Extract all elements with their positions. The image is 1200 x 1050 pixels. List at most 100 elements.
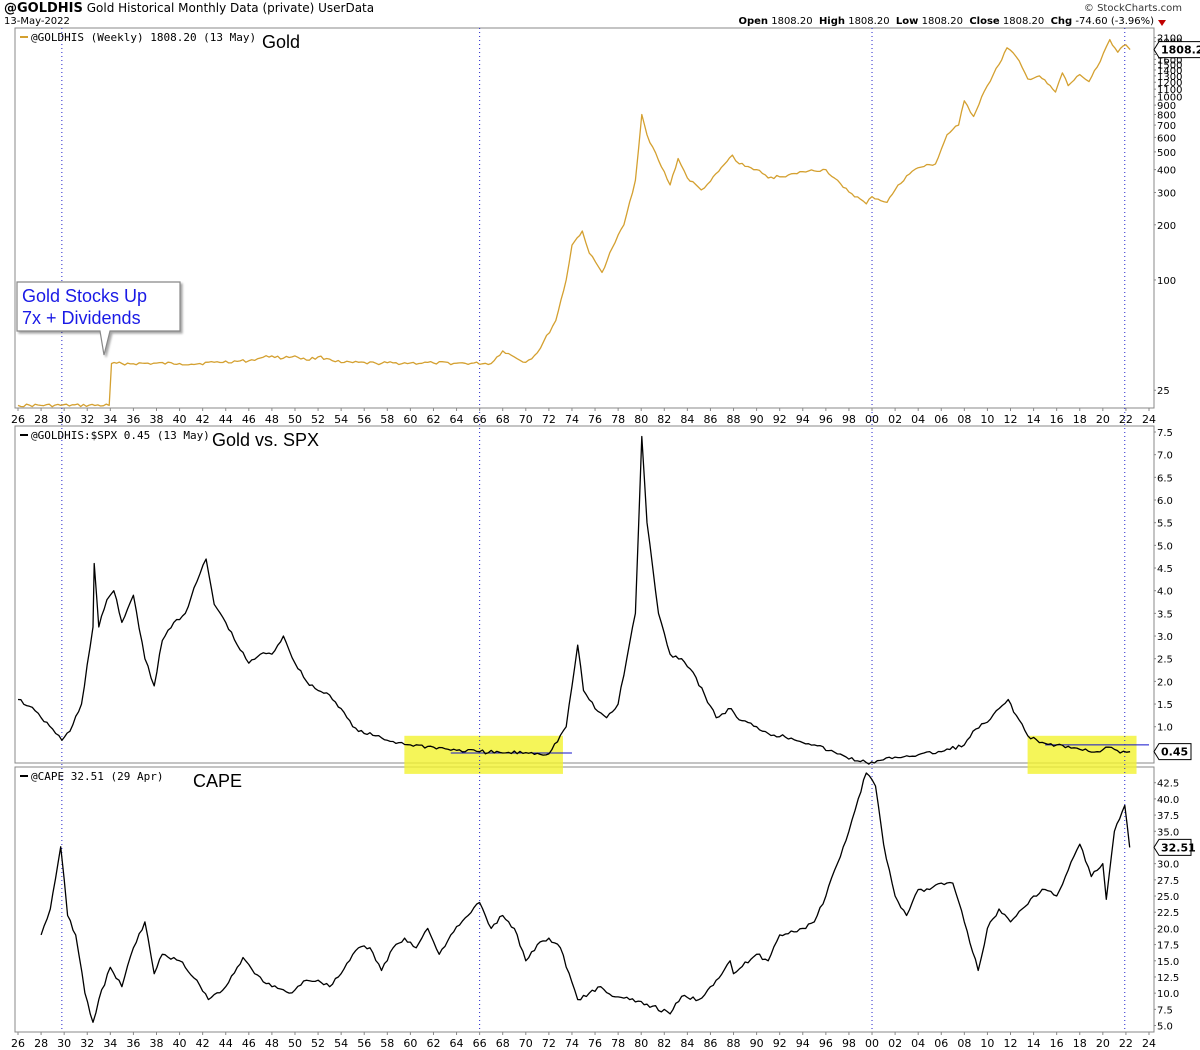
x-tick-label: 06 [934, 413, 948, 426]
x-tick-label: 84 [680, 1037, 694, 1050]
x-tick-label: 06 [934, 1037, 948, 1050]
x-tick-label: 48 [265, 1037, 279, 1050]
x-tick-label: 54 [334, 1037, 348, 1050]
x-tick-label: 00 [865, 413, 879, 426]
chart-date: 13-May-2022 [4, 16, 70, 27]
x-tick-label: 92 [773, 1037, 787, 1050]
x-tick-label: 96 [819, 1037, 833, 1050]
x-tick-label: 76 [588, 1037, 602, 1050]
x-tick-label: 30 [57, 413, 71, 426]
vertical-marker-layer [61, 28, 1126, 1032]
middle-legend-label: @GOLDHIS:$SPX 0.45 (13 May) [31, 429, 210, 442]
x-tick-label: 08 [957, 1037, 971, 1050]
x-tick-label: 48 [265, 413, 279, 426]
y-tick-label: 10.0 [1157, 989, 1179, 1000]
x-tick-label: 50 [288, 413, 302, 426]
x-tick-label: 02 [888, 1037, 902, 1050]
x-tick-label: 94 [796, 1037, 810, 1050]
close-label: Close [969, 16, 1000, 27]
y-tick-label: 800 [1157, 110, 1176, 121]
x-tick-label: 76 [588, 413, 602, 426]
low-value: 1808.20 [921, 16, 963, 27]
x-tick-label: 64 [450, 413, 464, 426]
last-value-label: 32.51 [1161, 841, 1196, 854]
chg-label: Chg [1050, 16, 1073, 27]
x-tick-label: 44 [219, 1037, 233, 1050]
x-tick-label: 32 [80, 413, 94, 426]
x-tick-label: 34 [103, 1037, 117, 1050]
y-tick-label: 1400 [1157, 66, 1182, 77]
x-tick-label: 70 [519, 413, 533, 426]
x-tick-label: 82 [657, 1037, 671, 1050]
top-panel-frame [14, 27, 1155, 409]
middle-series-line [17, 435, 1131, 765]
y-tick-label: 200 [1157, 221, 1176, 232]
bottom-legend-label: @CAPE 32.51 (29 Apr) [31, 770, 163, 783]
x-tick-label: 18 [1073, 1037, 1087, 1050]
x-tick-label: 14 [1027, 413, 1041, 426]
x-tick-label: 86 [703, 413, 717, 426]
x-tick-label: 02 [888, 413, 902, 426]
y-tick-label: 37.5 [1157, 811, 1179, 822]
x-tick-label: 10 [980, 413, 994, 426]
open-label: Open [738, 16, 769, 27]
last-value-box [1153, 41, 1200, 59]
y-tick-label: 100 [1157, 276, 1176, 287]
y-tick-label: 1500 [1157, 60, 1182, 71]
x-tick-label: 10 [980, 1037, 994, 1050]
low-label: Low [895, 16, 919, 27]
x-tick-label: 16 [1050, 1037, 1064, 1050]
y-tick-label: 6.0 [1157, 496, 1173, 507]
x-tick-label: 78 [611, 413, 625, 426]
x-tick-label: 12 [1004, 413, 1018, 426]
x-tick-label: 00 [865, 1037, 879, 1050]
down-arrow-icon [1158, 20, 1166, 26]
x-tick-label: 84 [680, 413, 694, 426]
x-tick-label: 92 [773, 413, 787, 426]
x-tick-label: 96 [819, 413, 833, 426]
x-tick-label: 04 [911, 1037, 925, 1050]
x-tick-label: 74 [565, 1037, 579, 1050]
x-tick-label: 98 [842, 1037, 856, 1050]
last-value-box [1153, 838, 1192, 856]
y-tick-label: 900 [1157, 101, 1176, 112]
y-tick-label: 400 [1157, 166, 1176, 177]
callout-box [16, 281, 181, 356]
callout-line-1: Gold Stocks Up [22, 286, 147, 306]
y-tick-label: 22.5 [1157, 908, 1179, 919]
bottom-panel-title: CAPE [193, 771, 242, 791]
x-tick-label: 04 [911, 413, 925, 426]
x-tick-label: 30 [57, 1037, 71, 1050]
y-tick-label: 6.5 [1157, 473, 1173, 484]
x-tick-label: 72 [542, 1037, 556, 1050]
x-tick-label: 20 [1096, 1037, 1110, 1050]
y-tick-label: 35.0 [1157, 827, 1179, 838]
open-value: 1808.20 [771, 16, 813, 27]
y-tick-label: 500 [1157, 148, 1176, 159]
x-tick-label: 62 [426, 413, 440, 426]
y-tick-label: 7.5 [1157, 428, 1173, 439]
chart-title-bar: @GOLDHIS Gold Historical Monthly Data (p… [4, 1, 374, 16]
y-tick-label: 2.0 [1157, 677, 1173, 688]
background-layer [14, 27, 1155, 1033]
x-tick-label: 68 [496, 413, 510, 426]
x-tick-label: 74 [565, 413, 579, 426]
y-tick-label: 15.0 [1157, 957, 1179, 968]
y-tick-label: 5.0 [1157, 1022, 1173, 1033]
x-tick-label: 24 [1142, 1037, 1156, 1050]
x-tick-label: 36 [126, 1037, 140, 1050]
x-tick-label: 56 [357, 1037, 371, 1050]
y-tick-label: 20.0 [1157, 924, 1179, 935]
stockcharts-logo: © StockCharts.com [1083, 3, 1182, 14]
top-legend-label: @GOLDHIS (Weekly) 1808.20 (13 May) [31, 31, 256, 44]
x-tick-label: 42 [196, 1037, 210, 1050]
x-tick-label: 56 [357, 413, 371, 426]
x-tick-label: 52 [311, 1037, 325, 1050]
symbol: @GOLDHIS [4, 1, 83, 16]
x-tick-label: 28 [34, 1037, 48, 1050]
x-tick-label: 38 [149, 413, 163, 426]
highlight-box [404, 735, 563, 774]
y-tick-label: 2100 [1157, 34, 1182, 45]
last-value-label: 1808.20 [1161, 44, 1200, 57]
x-tick-label: 40 [173, 413, 187, 426]
